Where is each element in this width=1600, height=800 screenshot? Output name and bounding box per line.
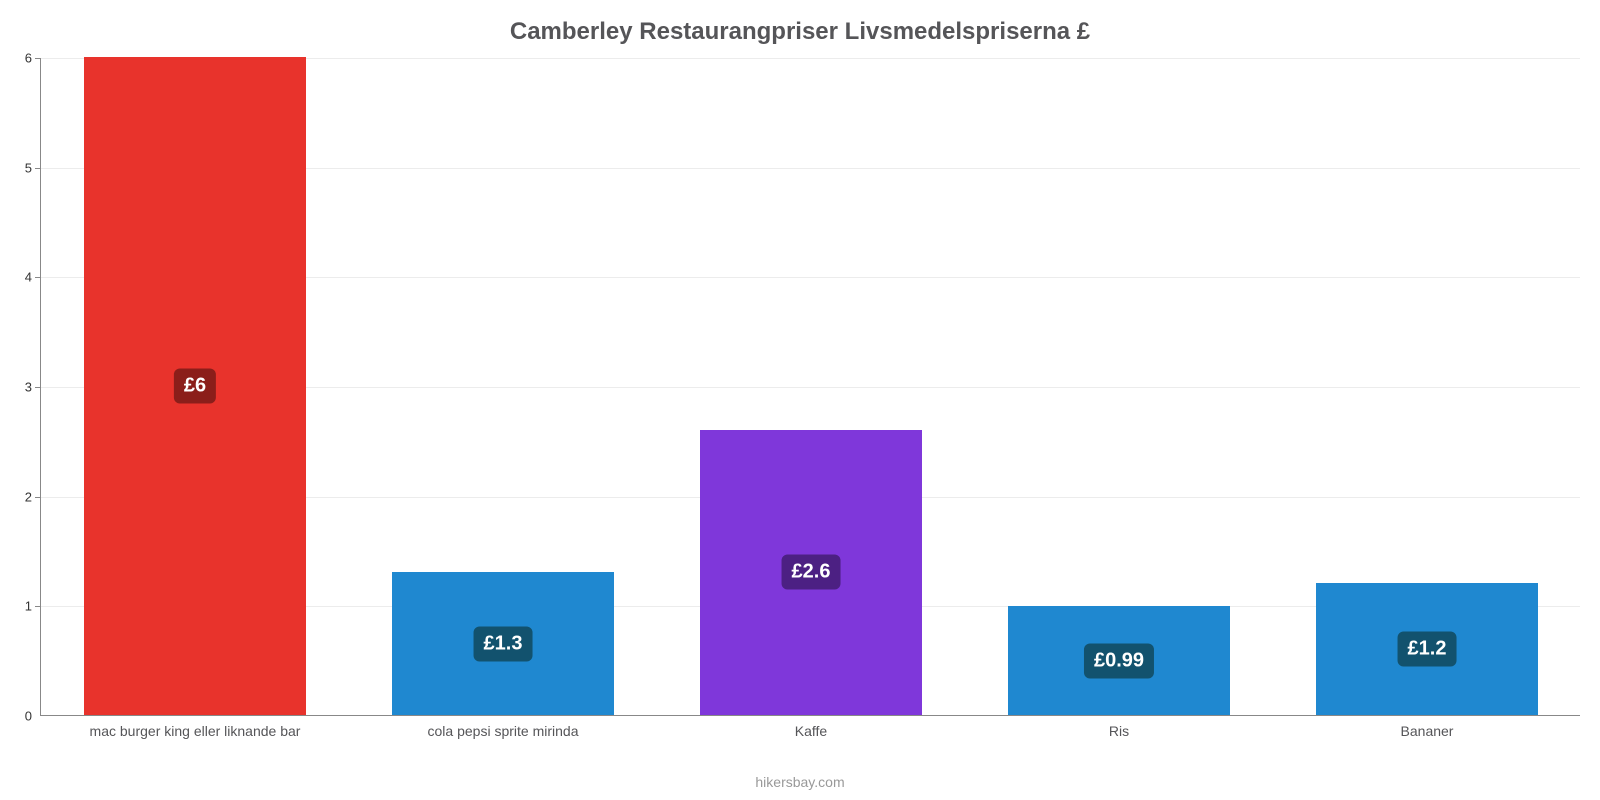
y-tick-label: 2 xyxy=(12,489,32,504)
y-tick-label: 3 xyxy=(12,380,32,395)
x-tick-label: Bananer xyxy=(1273,723,1581,739)
bar-group: £0.99Ris xyxy=(965,58,1273,715)
x-tick-label: mac burger king eller liknande bar xyxy=(41,723,349,739)
x-tick-label: cola pepsi sprite mirinda xyxy=(349,723,657,739)
bar-value-label: £1.2 xyxy=(1398,632,1457,667)
plot-area: £6mac burger king eller liknande bar£1.3… xyxy=(40,58,1580,716)
bar-value-label: £2.6 xyxy=(782,555,841,590)
y-tick-label: 4 xyxy=(12,270,32,285)
y-tick-label: 5 xyxy=(12,160,32,175)
bar-value-label: £6 xyxy=(174,369,216,404)
bar-group: £2.6Kaffe xyxy=(657,58,965,715)
chart-container: Camberley Restaurangpriser Livsmedelspri… xyxy=(0,0,1600,800)
chart-footer: hikersbay.com xyxy=(0,774,1600,790)
bar-group: £1.2Bananer xyxy=(1273,58,1581,715)
bar-group: £1.3cola pepsi sprite mirinda xyxy=(349,58,657,715)
bar-group: £6mac burger king eller liknande bar xyxy=(41,58,349,715)
x-tick-label: Kaffe xyxy=(657,723,965,739)
bar-value-label: £1.3 xyxy=(474,626,533,661)
x-tick-label: Ris xyxy=(965,723,1273,739)
bar-value-label: £0.99 xyxy=(1084,643,1154,678)
y-tick-label: 6 xyxy=(12,51,32,66)
y-tick-label: 0 xyxy=(12,709,32,724)
y-tick-label: 1 xyxy=(12,599,32,614)
chart-title: Camberley Restaurangpriser Livsmedelspri… xyxy=(0,18,1600,46)
